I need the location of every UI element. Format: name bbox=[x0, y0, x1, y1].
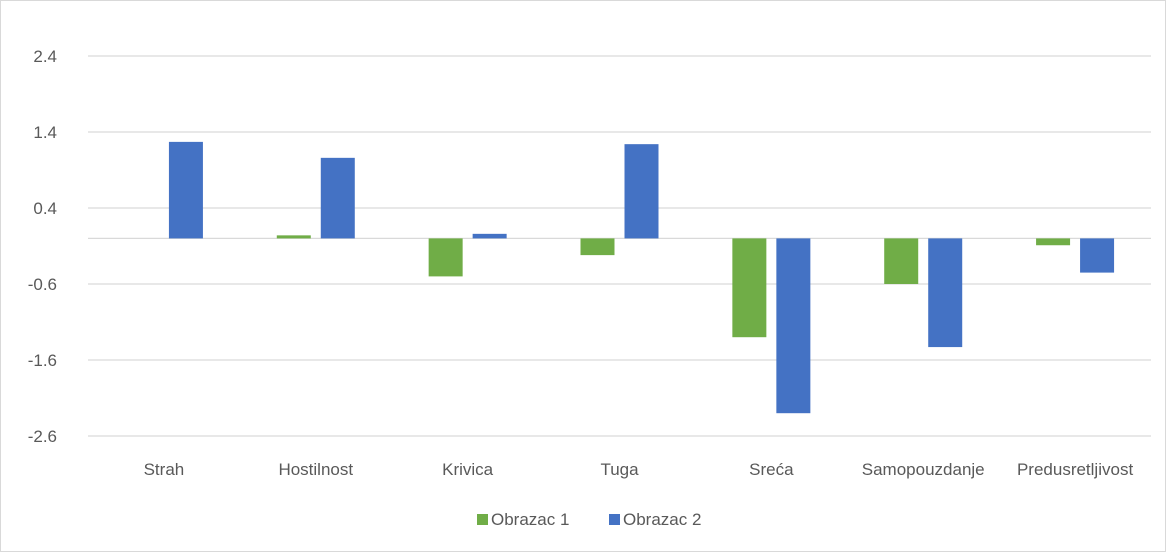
bar-1-predusretljivost bbox=[1036, 238, 1071, 246]
gridlines bbox=[88, 55, 1151, 437]
legend-swatch bbox=[477, 514, 488, 525]
bar-2-predusretljivost bbox=[1080, 238, 1115, 273]
legend-swatch bbox=[609, 514, 620, 525]
bar-2-krivica bbox=[472, 233, 507, 239]
category-label: Tuga bbox=[600, 460, 639, 479]
bars bbox=[168, 141, 1115, 414]
category-label: Samopouzdanje bbox=[862, 460, 985, 479]
bar-1-krivica bbox=[428, 238, 463, 277]
y-tick-label: -2.6 bbox=[28, 427, 57, 446]
category-label: Strah bbox=[144, 460, 185, 479]
x-axis-categories: Strah Hostilnost Krivica Tuga Sreća Samopouzd… bbox=[144, 460, 1134, 479]
legend: Obrazac 1 Obrazac 2 bbox=[477, 510, 701, 529]
y-axis-ticks: 2.4 1.4 0.4 -0.6 -1.6 -2.6 bbox=[28, 47, 57, 446]
bar-1-tuga bbox=[580, 238, 615, 256]
y-tick-label: -1.6 bbox=[28, 351, 57, 370]
category-label: Krivica bbox=[442, 460, 494, 479]
category-label: Sreća bbox=[749, 460, 794, 479]
bar-1-samopouzdanje bbox=[884, 238, 919, 284]
y-tick-label: 0.4 bbox=[33, 199, 57, 218]
y-tick-label: -0.6 bbox=[28, 275, 57, 294]
bar-2-strah bbox=[168, 141, 203, 239]
category-label: Predusretljivost bbox=[1017, 460, 1133, 479]
bar-2-sreća bbox=[776, 238, 811, 414]
bar-1-sreća bbox=[732, 238, 767, 338]
bar-2-hostilnost bbox=[320, 157, 355, 239]
y-tick-label: 2.4 bbox=[33, 47, 57, 66]
legend-label: Obrazac 1 bbox=[491, 510, 569, 529]
bar-2-samopouzdanje bbox=[928, 238, 963, 348]
legend-label: Obrazac 2 bbox=[623, 510, 701, 529]
bar-1-hostilnost bbox=[276, 235, 311, 239]
bar-2-tuga bbox=[624, 144, 659, 239]
category-label: Hostilnost bbox=[278, 460, 353, 479]
y-tick-label: 1.4 bbox=[33, 123, 57, 142]
